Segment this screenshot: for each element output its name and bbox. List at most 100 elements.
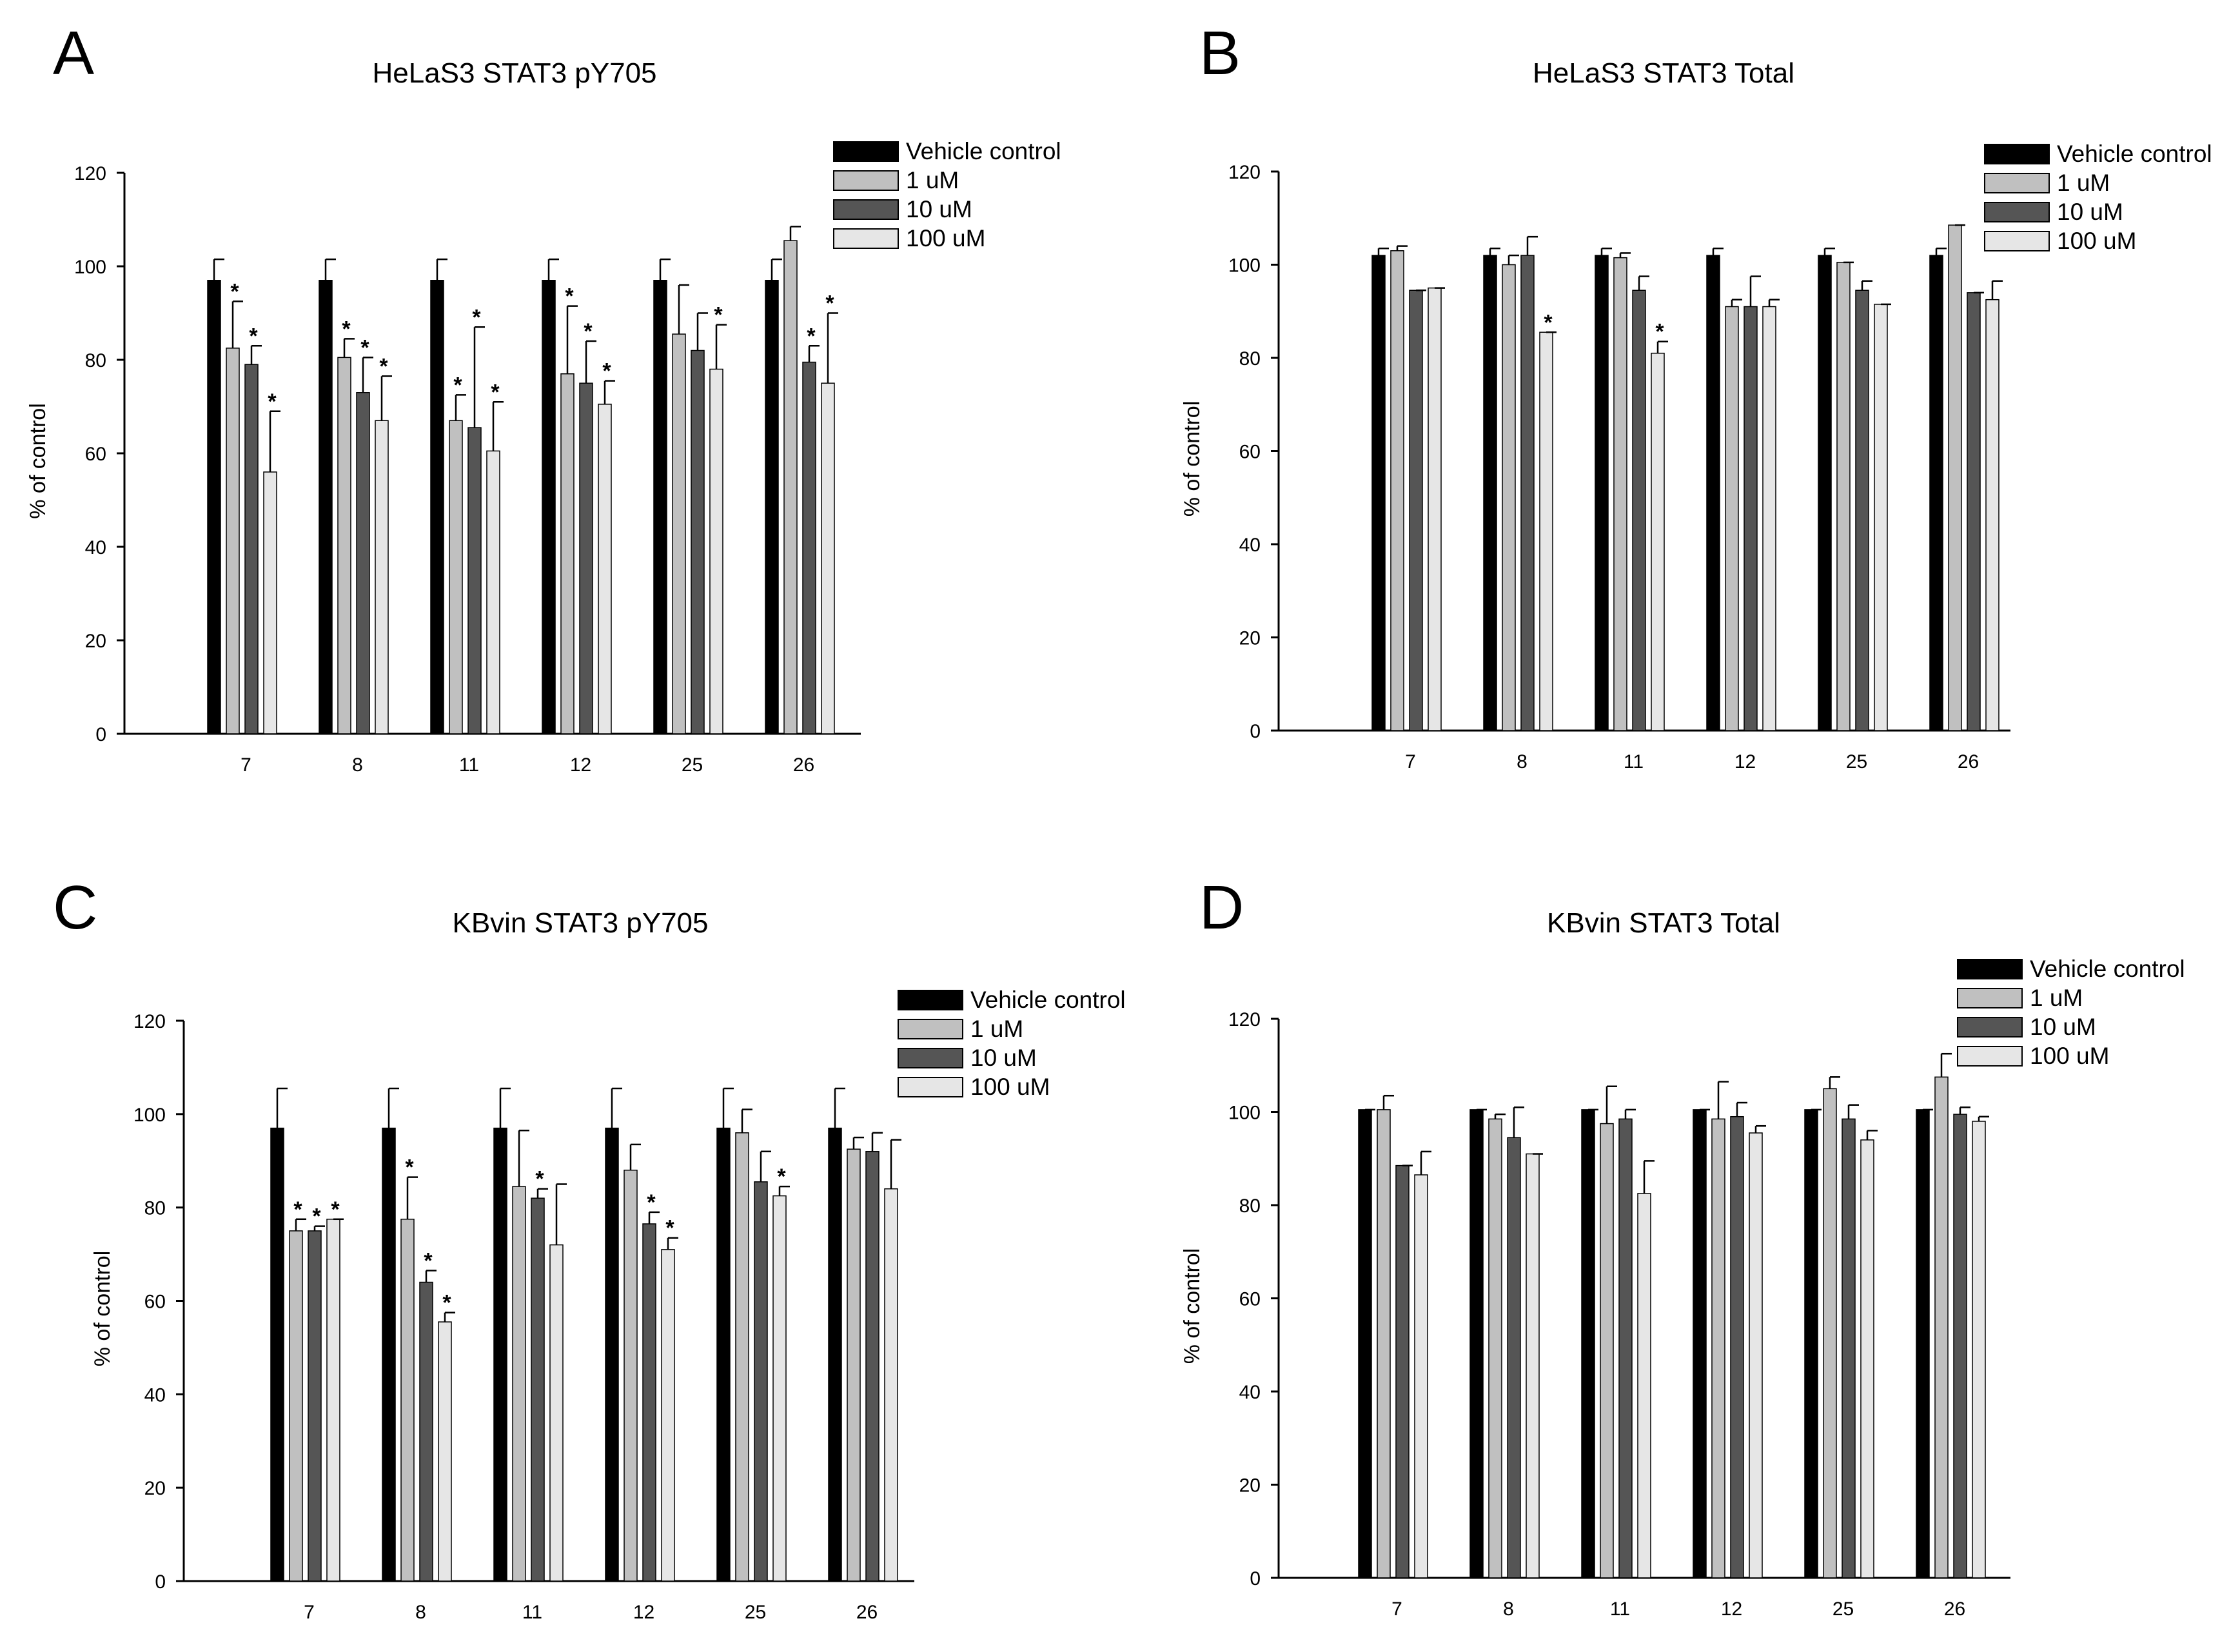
- chart-title: KBvin STAT3 pY705: [452, 907, 708, 939]
- x-tick-label: 7: [304, 1602, 315, 1623]
- legend-label: 10 uM: [906, 196, 972, 222]
- legend-swatch: [898, 1048, 963, 1068]
- bar-a-25-3: [709, 368, 723, 734]
- bar-b-12-0: [1706, 255, 1720, 731]
- x-tick-label: 26: [793, 754, 814, 776]
- legend-swatch: [1957, 988, 2023, 1008]
- bar-a-11-0: [430, 280, 444, 734]
- bar-c-11-1: [512, 1186, 526, 1582]
- bar-c-11-0: [493, 1127, 507, 1582]
- bar-c-7-0: [270, 1127, 284, 1582]
- bar-a-25-1: [672, 333, 686, 734]
- legend-swatch: [833, 228, 899, 249]
- bar-d-26-2: [1953, 1114, 1967, 1578]
- bar-c-25-2: [754, 1181, 768, 1582]
- panel-letter: B: [1199, 19, 1241, 88]
- y-axis-label: % of control: [1180, 1248, 1204, 1364]
- bar-b-8-2: [1520, 255, 1535, 731]
- y-tick-label: 40: [1239, 535, 1261, 556]
- legend-swatch: [833, 141, 899, 162]
- x-tick-label: 25: [745, 1602, 766, 1623]
- legend-swatch: [898, 1019, 963, 1039]
- significance-marker: *: [379, 354, 388, 379]
- x-tick-label: 8: [352, 754, 363, 776]
- legend-label: 10 uM: [970, 1045, 1037, 1071]
- bar-c-12-0: [605, 1127, 619, 1582]
- bar-c-26-1: [847, 1148, 861, 1582]
- x-tick-label: 11: [1624, 751, 1644, 772]
- legend-swatch: [1957, 959, 2023, 979]
- bar-d-8-3: [1526, 1153, 1540, 1578]
- bar-c-26-2: [865, 1151, 879, 1582]
- bar-c-26-3: [884, 1188, 898, 1582]
- significance-marker: *: [268, 389, 277, 414]
- legend-swatch: [1984, 144, 2050, 164]
- legend-label: Vehicle control: [2057, 141, 2212, 167]
- legend-label: Vehicle control: [970, 987, 1126, 1013]
- y-tick-label: 20: [1239, 1475, 1261, 1497]
- x-tick-label: 12: [633, 1602, 654, 1623]
- legend-swatch: [1957, 1017, 2023, 1037]
- significance-marker: *: [825, 291, 834, 316]
- bar-a-25-0: [653, 280, 667, 734]
- x-tick-label: 26: [856, 1602, 878, 1623]
- legend-label: 1 uM: [2030, 985, 2083, 1011]
- y-tick-label: 0: [95, 724, 106, 745]
- x-tick-label: 26: [1944, 1598, 1965, 1620]
- y-tick-label: 80: [144, 1198, 166, 1219]
- chart-title: HeLaS3 STAT3 pY705: [372, 57, 656, 89]
- legend-swatch: [1984, 173, 2050, 193]
- bar-d-11-2: [1618, 1118, 1633, 1578]
- x-tick-label: 11: [1610, 1598, 1630, 1620]
- bar-d-25-3: [1860, 1139, 1874, 1578]
- significance-marker: *: [565, 284, 574, 309]
- bar-d-7-1: [1377, 1109, 1391, 1578]
- bar-d-7-0: [1358, 1109, 1372, 1578]
- bar-d-11-3: [1637, 1193, 1651, 1578]
- bar-b-8-1: [1502, 264, 1516, 731]
- y-tick-label: 40: [1239, 1382, 1261, 1403]
- y-tick-label: 100: [74, 257, 106, 278]
- x-tick-label: 8: [415, 1602, 426, 1623]
- bar-c-8-3: [438, 1321, 452, 1582]
- x-tick-label: 8: [1517, 751, 1528, 772]
- significance-marker: *: [602, 359, 611, 384]
- legend-label: 100 uM: [2057, 228, 2136, 254]
- bar-a-25-2: [691, 349, 705, 734]
- bar-d-26-0: [1916, 1109, 1930, 1578]
- panel-letter: D: [1199, 873, 1244, 942]
- chart-panel-c: C KBvin STAT3 pY705 0 20 40 60 80 100 120 % of co…: [53, 873, 1126, 1623]
- legend-swatch: [898, 1077, 963, 1097]
- bar-d-11-1: [1600, 1123, 1614, 1578]
- bar-b-26-0: [1929, 255, 1943, 731]
- significance-marker: *: [442, 1291, 451, 1315]
- bar-b-12-3: [1762, 306, 1776, 731]
- chart-panel-d: D KBvin STAT3 Total 0 20 40 60 80 100 120 % of co…: [1180, 873, 2185, 1620]
- x-tick-label: 25: [1832, 1598, 1854, 1620]
- y-tick-label: 60: [1239, 442, 1261, 463]
- y-axis-label: % of control: [1180, 401, 1204, 517]
- significance-marker: *: [405, 1155, 414, 1180]
- y-tick-label: 100: [133, 1105, 166, 1126]
- y-tick-label: 80: [1239, 348, 1261, 369]
- bar-b-26-1: [1948, 224, 1962, 731]
- bar-b-7-1: [1390, 250, 1404, 731]
- significance-marker: *: [293, 1197, 302, 1222]
- significance-marker: *: [249, 324, 258, 348]
- bar-b-8-0: [1483, 255, 1497, 731]
- bar-d-7-3: [1414, 1174, 1428, 1578]
- significance-marker: *: [535, 1167, 544, 1192]
- bar-d-8-1: [1488, 1118, 1502, 1578]
- significance-marker: *: [472, 305, 481, 329]
- bar-a-12-0: [542, 280, 556, 734]
- chart-title: KBvin STAT3 Total: [1547, 907, 1780, 939]
- bar-d-8-0: [1469, 1109, 1484, 1578]
- x-tick-label: 12: [1721, 1598, 1742, 1620]
- y-tick-label: 120: [1228, 1009, 1261, 1030]
- y-tick-label: 0: [1250, 1568, 1261, 1589]
- bar-b-7-3: [1428, 287, 1442, 731]
- significance-marker: *: [1655, 320, 1664, 344]
- bar-c-8-1: [400, 1219, 415, 1582]
- bar-b-11-0: [1595, 255, 1609, 731]
